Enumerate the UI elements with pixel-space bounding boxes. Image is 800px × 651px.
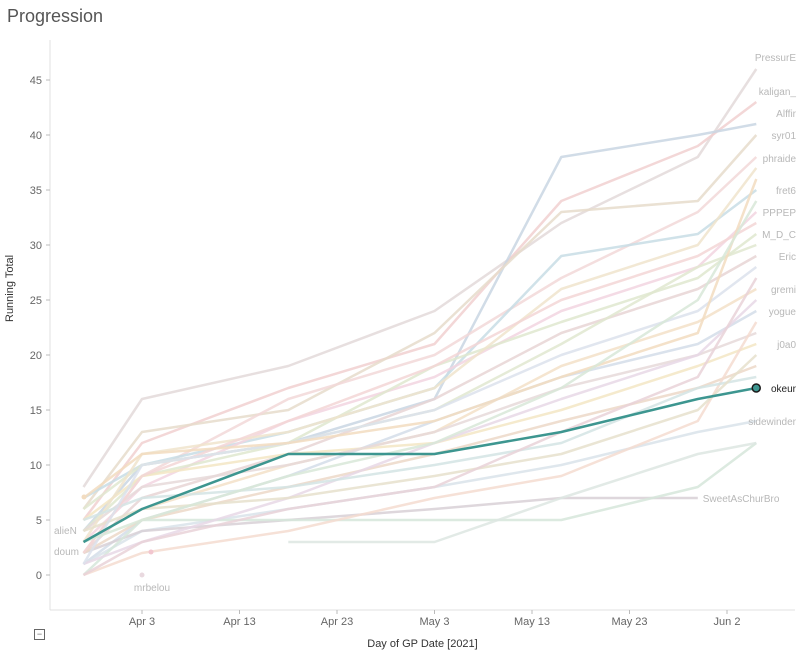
series-line-29 [82, 277, 758, 577]
x-tick-label: Apr 13 [223, 616, 255, 628]
x-tick-label: Apr 3 [129, 616, 155, 628]
series-label-alien: alieN [54, 526, 77, 537]
x-tick-label: May 3 [420, 616, 450, 628]
highlight-series [82, 383, 761, 544]
series-label-sidewinder: sidewinder [748, 417, 796, 428]
x-tick-label: May 23 [611, 616, 647, 628]
series-line-25 [82, 221, 757, 554]
series-label-gremi: gremi [771, 285, 796, 296]
x-tick-label: Apr 23 [321, 616, 353, 628]
series-label-pppep: PPPEP [763, 208, 797, 219]
y-tick-label: 40 [30, 130, 42, 142]
x-axis-label: Day of GP Date [2021] [367, 638, 478, 650]
series-label-m-d-c: M_D_C [762, 230, 796, 241]
series-label-sweetaschurbro: SweetAsChurBro [703, 494, 780, 505]
series-label-j0a0: j0a0 [776, 340, 796, 351]
series-label-pressure: PressurE [755, 53, 796, 64]
x-tick-label: Jun 2 [714, 616, 741, 628]
series-line-24 [83, 375, 757, 522]
y-tick-label: 45 [30, 75, 42, 87]
chart-title: Progression [7, 6, 104, 26]
y-tick-label: 20 [30, 350, 42, 362]
series-label-syr01: syr01 [772, 131, 797, 142]
y-tick-label: 0 [36, 570, 42, 582]
axes: 0 5 10 15 20 25 30 35 40 45 Apr 3 Apr 13 Apr 23 May 3… [30, 40, 795, 628]
background-series [81, 68, 758, 578]
y-tick-label: 25 [30, 295, 42, 307]
series-line-pressure [82, 68, 758, 488]
series-point [148, 549, 154, 555]
series-label-doum: doum [54, 547, 79, 558]
y-tick-label: 35 [30, 185, 42, 197]
y-tick-label: 30 [30, 240, 42, 252]
series-label-alffir: Alffir [776, 109, 796, 120]
y-tick-label: 5 [36, 515, 42, 527]
series-label-eric: Eric [779, 252, 796, 263]
series-line-30 [83, 200, 758, 544]
y-tick-label: 15 [30, 405, 42, 417]
series-line-syr01 [82, 134, 758, 510]
series-label-phraide: phraide [763, 154, 797, 165]
series-label-mrbelou: mrbelou [134, 583, 170, 594]
highlight-endpoint-marker[interactable] [751, 383, 761, 393]
series-line-mrbelou [139, 572, 145, 578]
series-line-28 [82, 178, 758, 499]
series-label-yogue: yogue [769, 307, 797, 318]
series-line-20 [83, 321, 758, 577]
series-label-kaligan-: kaligan_ [759, 87, 797, 98]
series-line-19 [288, 441, 757, 544]
x-tick-label: May 13 [514, 616, 550, 628]
highlight-line-okeur[interactable] [82, 386, 757, 544]
series-point [81, 494, 87, 500]
y-axis-label: Running Total [4, 254, 16, 322]
legend-toggle-icon[interactable]: − [34, 629, 45, 640]
series-labels: PressurE kaligan_ Alffir syr01 phraide fret6 P… [54, 53, 797, 594]
series-label-fret6: fret6 [776, 186, 796, 197]
series-line-kaligan- [82, 101, 758, 521]
series-line-27 [82, 266, 758, 565]
series-label-okeur: okeur [771, 384, 797, 395]
y-tick-label: 10 [30, 460, 42, 472]
